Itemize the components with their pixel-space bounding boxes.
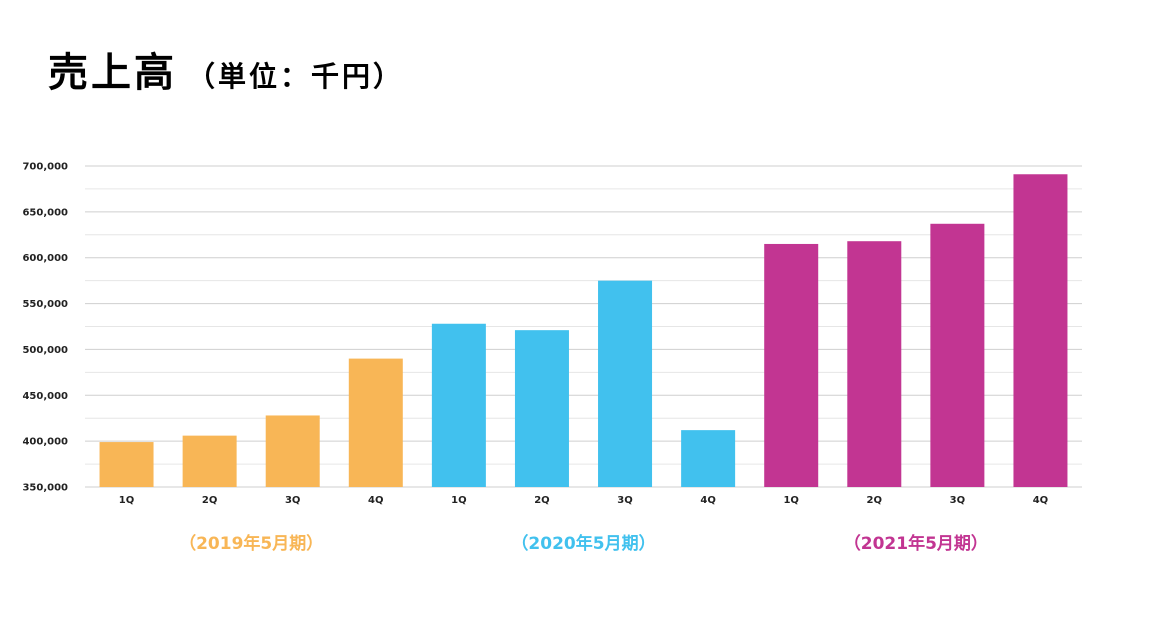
- x-tick-label: 3Q: [617, 495, 632, 506]
- x-tick-label: 1Q: [451, 495, 466, 506]
- chart-title: 売上高: [48, 50, 177, 96]
- y-tick-label: 350,000: [22, 483, 68, 494]
- x-tick-label: 2Q: [202, 495, 217, 506]
- y-tick-label: 650,000: [22, 207, 68, 218]
- x-tick-label: 3Q: [285, 495, 300, 506]
- grid-lines: [85, 165, 1082, 488]
- y-tick-label: 550,000: [22, 299, 68, 310]
- fiscal-year-label: （2021年5月期）: [844, 533, 988, 554]
- bar: [847, 241, 902, 487]
- bar: [182, 435, 237, 487]
- fiscal-year-label: （2020年5月期）: [511, 533, 655, 554]
- y-tick-label: 450,000: [22, 391, 68, 402]
- x-tick-label: 2Q: [534, 495, 549, 506]
- fiscal-year-labels: （2019年5月期） （2020年5月期） （2021年5月期）: [179, 533, 988, 554]
- y-tick-label: 600,000: [22, 253, 68, 264]
- bar: [598, 280, 653, 487]
- bar: [99, 442, 154, 487]
- bar: [348, 358, 403, 487]
- x-tick-label: 3Q: [950, 495, 965, 506]
- x-axis-ticks: 1Q 2Q 3Q 4Q 1Q 2Q 3Q 4Q 1Q 2Q 3Q 4Q: [119, 495, 1048, 506]
- bar: [764, 243, 819, 487]
- bars: [99, 174, 1068, 488]
- bar: [1013, 174, 1068, 488]
- x-tick-label: 1Q: [119, 495, 134, 506]
- x-tick-label: 1Q: [783, 495, 798, 506]
- y-tick-label: 400,000: [22, 437, 68, 448]
- x-tick-label: 2Q: [867, 495, 882, 506]
- y-tick-label: 500,000: [22, 345, 68, 356]
- x-tick-label: 4Q: [368, 495, 383, 506]
- fiscal-year-label: （2019年5月期）: [179, 533, 323, 554]
- bar: [265, 415, 320, 487]
- y-axis-ticks: 350,000 400,000 450,000 500,000 550,000 600,0…: [22, 162, 68, 494]
- bar: [930, 223, 985, 487]
- chart-unit-subtitle: （単位：千円）: [187, 60, 405, 93]
- x-tick-label: 4Q: [700, 495, 715, 506]
- page-title: 売上高 （単位：千円）: [48, 40, 404, 98]
- bar: [431, 323, 486, 487]
- y-tick-label: 700,000: [22, 162, 68, 173]
- bar: [681, 430, 736, 487]
- x-tick-label: 4Q: [1033, 495, 1048, 506]
- bar: [514, 330, 569, 487]
